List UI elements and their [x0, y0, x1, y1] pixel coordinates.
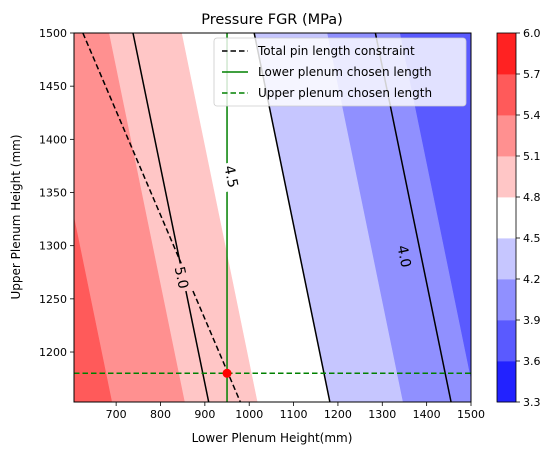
colorbar-tick-label: 5.7 [523, 68, 541, 81]
contour-label-mask [219, 161, 244, 193]
contour-label-mask [170, 262, 194, 294]
total-pin-length-constraint-line [82, 33, 242, 402]
x-tick-label: 1100 [280, 408, 308, 421]
y-tick-label: 1350 [39, 187, 67, 200]
colorbar-tick-label: 4.8 [523, 191, 541, 204]
contour-band [74, 33, 185, 402]
colorbar-segment [497, 33, 516, 75]
colorbar-tick-label: 4.2 [523, 273, 541, 286]
filled-contour-bands [74, 33, 471, 402]
legend: Total pin length constraint Lower plenum … [213, 37, 467, 107]
y-tick-label: 1200 [39, 346, 67, 359]
colorbar-frame [496, 32, 517, 403]
legend-entry-label: Lower plenum chosen length [258, 65, 432, 79]
contour-label-mask [392, 240, 417, 272]
colorbar-tick-label: 5.4 [523, 109, 541, 122]
x-tick-label: 1200 [324, 408, 352, 421]
legend-entry-label: Upper plenum chosen length [258, 86, 432, 100]
y-tick-label: 1300 [39, 240, 67, 253]
x-axis: 700 800 900 1000 1100 1200 1300 1400 1500 [106, 402, 485, 421]
x-tick-label: 700 [106, 408, 127, 421]
contour-label: 4.5 [220, 164, 240, 189]
colorbar-segment [497, 361, 516, 403]
colorbar-segment [497, 320, 516, 362]
plot-frame [73, 32, 472, 403]
x-tick-label: 800 [150, 408, 171, 421]
contour-line [132, 33, 210, 402]
contour-label: 5.0 [171, 265, 191, 290]
legend-frame [213, 37, 467, 107]
x-tick-label: 1300 [368, 408, 396, 421]
y-axis: 1200 1250 1300 1350 1400 1450 1500 [39, 27, 74, 359]
x-tick-label: 1400 [413, 408, 441, 421]
y-tick-label: 1400 [39, 133, 67, 146]
x-tick-label: 900 [194, 408, 215, 421]
colorbar-tick-label: 3.3 [523, 396, 541, 409]
contour-label: 4.0 [393, 244, 413, 269]
y-axis-label: Upper Plenum Height (mm) [9, 134, 23, 299]
colorbar-tick-label: 3.9 [523, 314, 541, 327]
colorbar-segment [497, 115, 516, 157]
colorbar-tick-label: 4.5 [523, 232, 541, 245]
contour-labels: 4.0 4.5 5.0 [170, 161, 417, 294]
y-tick-label: 1250 [39, 293, 67, 306]
colorbar-tick-label: 6.0 [523, 27, 541, 40]
legend-entry-label: Total pin length constraint [257, 44, 415, 58]
x-axis-label: Lower Plenum Height(mm) [192, 431, 353, 445]
colorbar-segment [497, 238, 516, 280]
y-tick-label: 1450 [39, 80, 67, 93]
colorbar-tick-label: 5.1 [523, 150, 541, 163]
chart-title: Pressure FGR (MPa) [201, 12, 343, 28]
colorbar: 3.3 3.6 3.9 4.2 4.5 4.8 5.1 5.4 5.7 6.0 [496, 27, 541, 409]
x-tick-label: 1500 [457, 408, 485, 421]
y-tick-label: 1500 [39, 27, 67, 40]
x-tick-label: 1000 [235, 408, 263, 421]
colorbar-segment [497, 74, 516, 116]
colorbar-tick-label: 3.6 [523, 355, 541, 368]
chosen-point-marker [222, 368, 232, 378]
colorbar-segment [497, 156, 516, 198]
colorbar-segment [497, 197, 516, 239]
colorbar-segment [497, 279, 516, 321]
contour-band [74, 218, 113, 402]
